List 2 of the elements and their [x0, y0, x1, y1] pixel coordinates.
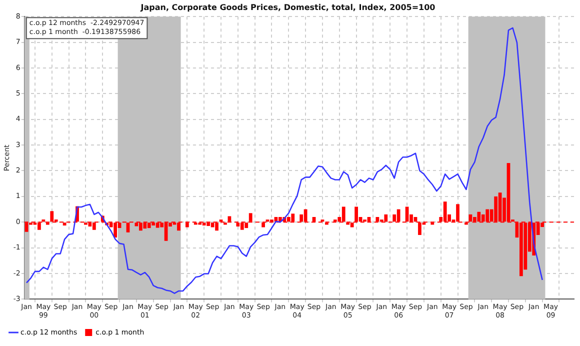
bar — [126, 222, 130, 232]
chart-title: Japan, Corporate Goods Prices, Domestic, total, Index, 2005=100 — [140, 2, 436, 12]
